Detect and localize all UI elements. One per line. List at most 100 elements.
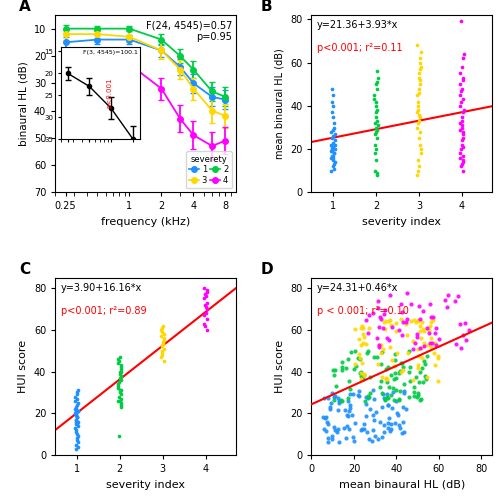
Point [376, 350, 384, 358]
Point [320, 394, 328, 402]
Point [416, 394, 424, 402]
Point [383, 419, 391, 427]
Point [325, 404, 333, 412]
Point [458, 332, 466, 340]
Point [363, 392, 371, 400]
Point [403, 289, 411, 297]
Point [72, 416, 80, 424]
Point [415, 128, 423, 136]
Point [457, 117, 465, 125]
Point [442, 304, 450, 312]
Point [374, 324, 382, 332]
Point [409, 376, 417, 384]
Point [330, 396, 338, 404]
Point [203, 326, 211, 334]
Point [353, 354, 361, 362]
Point [364, 324, 372, 332]
Point [369, 353, 377, 361]
Point [72, 410, 80, 418]
Point [396, 368, 404, 376]
Point [114, 355, 122, 363]
Point [357, 358, 365, 366]
Point [364, 393, 372, 401]
Point [426, 334, 434, 342]
Point [430, 339, 438, 347]
Point [356, 426, 364, 434]
Point [377, 348, 385, 356]
Point [412, 330, 420, 338]
X-axis label: frequency (kHz): frequency (kHz) [101, 217, 190, 227]
Point [351, 347, 359, 355]
Point [413, 106, 421, 114]
Point [416, 145, 424, 153]
Point [368, 310, 376, 318]
Point [457, 160, 465, 168]
Point [403, 349, 411, 357]
Point [365, 404, 373, 412]
Point [361, 393, 369, 401]
Point [349, 433, 357, 441]
Point [391, 397, 399, 405]
Point [350, 324, 358, 332]
Point [413, 361, 421, 369]
Point [398, 418, 406, 426]
Point [410, 338, 418, 346]
Text: D: D [261, 262, 273, 277]
Point [377, 389, 385, 397]
Point [400, 428, 408, 436]
Point [433, 377, 441, 385]
Point [455, 119, 463, 127]
Point [359, 332, 367, 340]
Point [389, 362, 397, 370]
Point [397, 308, 405, 316]
Point [415, 58, 423, 66]
Point [350, 360, 358, 368]
Point [405, 364, 413, 372]
Point [422, 374, 430, 382]
Point [201, 309, 209, 317]
Point [354, 392, 362, 400]
Point [456, 18, 464, 25]
Point [320, 414, 328, 422]
Point [382, 390, 390, 398]
Point [117, 394, 125, 402]
Point [115, 386, 123, 394]
Point [415, 368, 423, 376]
Point [457, 84, 465, 92]
Point [355, 369, 363, 377]
Point [329, 119, 337, 127]
Point [413, 316, 421, 324]
Point [200, 284, 208, 292]
Point [415, 112, 423, 120]
Point [329, 156, 337, 164]
Point [354, 392, 362, 400]
Point [394, 394, 402, 402]
Text: F(24, 4545)=0.57
p=0.95: F(24, 4545)=0.57 p=0.95 [145, 20, 231, 42]
Point [327, 399, 335, 407]
Point [328, 152, 336, 160]
Point [114, 396, 122, 404]
Point [417, 354, 425, 362]
Point [116, 370, 124, 378]
Point [418, 378, 426, 386]
Point [327, 145, 335, 153]
Point [116, 388, 124, 396]
Point [385, 316, 393, 324]
Point [391, 418, 399, 426]
Point [434, 335, 442, 343]
Point [380, 306, 388, 314]
Point [416, 334, 424, 342]
Point [412, 334, 420, 342]
Point [455, 126, 463, 134]
Point [346, 390, 354, 398]
Point [327, 154, 335, 162]
Point [359, 420, 367, 428]
Point [459, 50, 467, 58]
Point [395, 366, 403, 374]
Point [71, 405, 79, 413]
Point [343, 412, 351, 420]
Point [336, 397, 344, 405]
Point [73, 422, 81, 430]
Y-axis label: HUI score: HUI score [18, 340, 28, 393]
Point [371, 145, 379, 153]
